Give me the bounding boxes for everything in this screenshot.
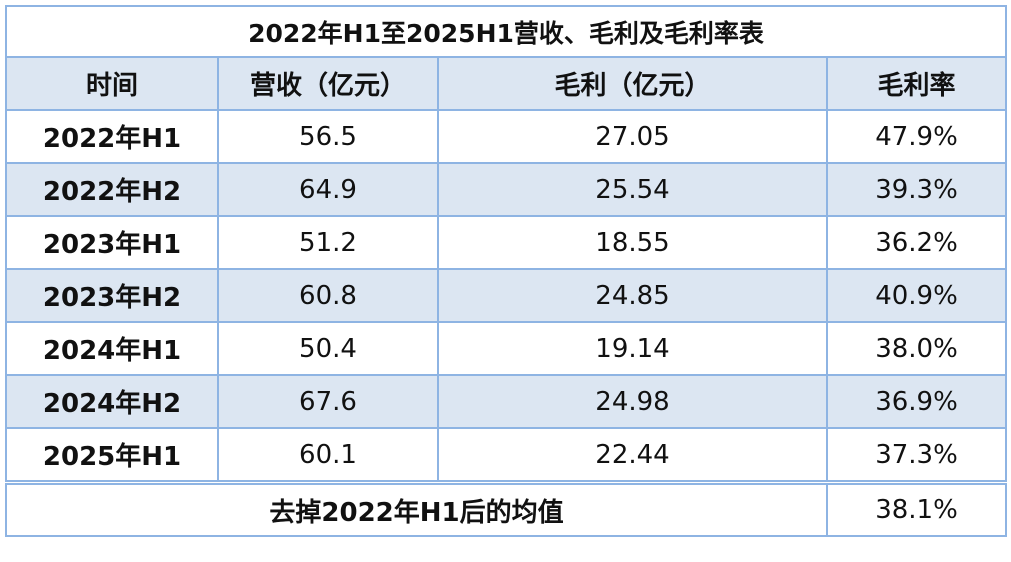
table-body: 2022年H1至2025H1营收、毛利及毛利率表 时间 营收（亿元） 毛利（亿元）毛… xyxy=(5,5,1007,537)
footer-row: 去掉2022年H1后的均值 38.1% xyxy=(5,480,1007,537)
data-row: 2022年H1 56.5 27.05 47.9% xyxy=(5,109,1007,164)
row-label: 2023年H2 xyxy=(5,268,219,323)
row-label: 2022年H1 xyxy=(5,109,219,164)
data-row: 2024年H2 67.6 24.98 36.9% xyxy=(5,374,1007,429)
cell: 37.3% xyxy=(826,427,1007,484)
column-header: 营收（亿元） xyxy=(217,56,439,111)
cell: 67.6 xyxy=(217,374,439,429)
cell: 60.1 xyxy=(217,427,439,484)
cell: 36.2% xyxy=(826,215,1007,270)
cell: 22.44 xyxy=(437,427,828,484)
data-row: 2024年H1 50.4 19.14 38.0% xyxy=(5,321,1007,376)
footer-value: 38.1% xyxy=(826,480,1007,537)
data-row: 2023年H2 60.8 24.85 40.9% xyxy=(5,268,1007,323)
cell: 50.4 xyxy=(217,321,439,376)
cell: 38.0% xyxy=(826,321,1007,376)
column-header: 毛利（亿元） xyxy=(437,56,828,111)
cell: 36.9% xyxy=(826,374,1007,429)
data-row: 2023年H1 51.2 18.55 36.2% xyxy=(5,215,1007,270)
data-row: 2025年H1 60.1 22.44 37.3% xyxy=(5,427,1007,484)
cell: 60.8 xyxy=(217,268,439,323)
cell: 64.9 xyxy=(217,162,439,217)
cell: 56.5 xyxy=(217,109,439,164)
row-label: 2024年H1 xyxy=(5,321,219,376)
cell: 47.9% xyxy=(826,109,1007,164)
cell: 27.05 xyxy=(437,109,828,164)
header-row: 时间 营收（亿元） 毛利（亿元） 毛利率 xyxy=(5,56,1007,111)
cell: 25.54 xyxy=(437,162,828,217)
row-label: 2022年H2 xyxy=(5,162,219,217)
row-label: 2025年H1 xyxy=(5,427,219,484)
data-row: 2022年H2 64.9 25.54 39.3% xyxy=(5,162,1007,217)
cell: 24.98 xyxy=(437,374,828,429)
cell: 51.2 xyxy=(217,215,439,270)
title-row: 2022年H1至2025H1营收、毛利及毛利率表 xyxy=(5,5,1007,58)
column-header: 时间 xyxy=(5,56,219,111)
cell: 24.85 xyxy=(437,268,828,323)
cell: 18.55 xyxy=(437,215,828,270)
column-header: 毛利率 xyxy=(826,56,1007,111)
cell: 39.3% xyxy=(826,162,1007,217)
table-title: 2022年H1至2025H1营收、毛利及毛利率表 xyxy=(5,5,1007,58)
cell: 40.9% xyxy=(826,268,1007,323)
data-table: 2022年H1至2025H1营收、毛利及毛利率表 时间 营收（亿元） 毛利（亿元）毛… xyxy=(5,5,1007,537)
footer-label: 去掉2022年H1后的均值 xyxy=(5,480,828,537)
cell: 19.14 xyxy=(437,321,828,376)
row-label: 2023年H1 xyxy=(5,215,219,270)
row-label: 2024年H2 xyxy=(5,374,219,429)
